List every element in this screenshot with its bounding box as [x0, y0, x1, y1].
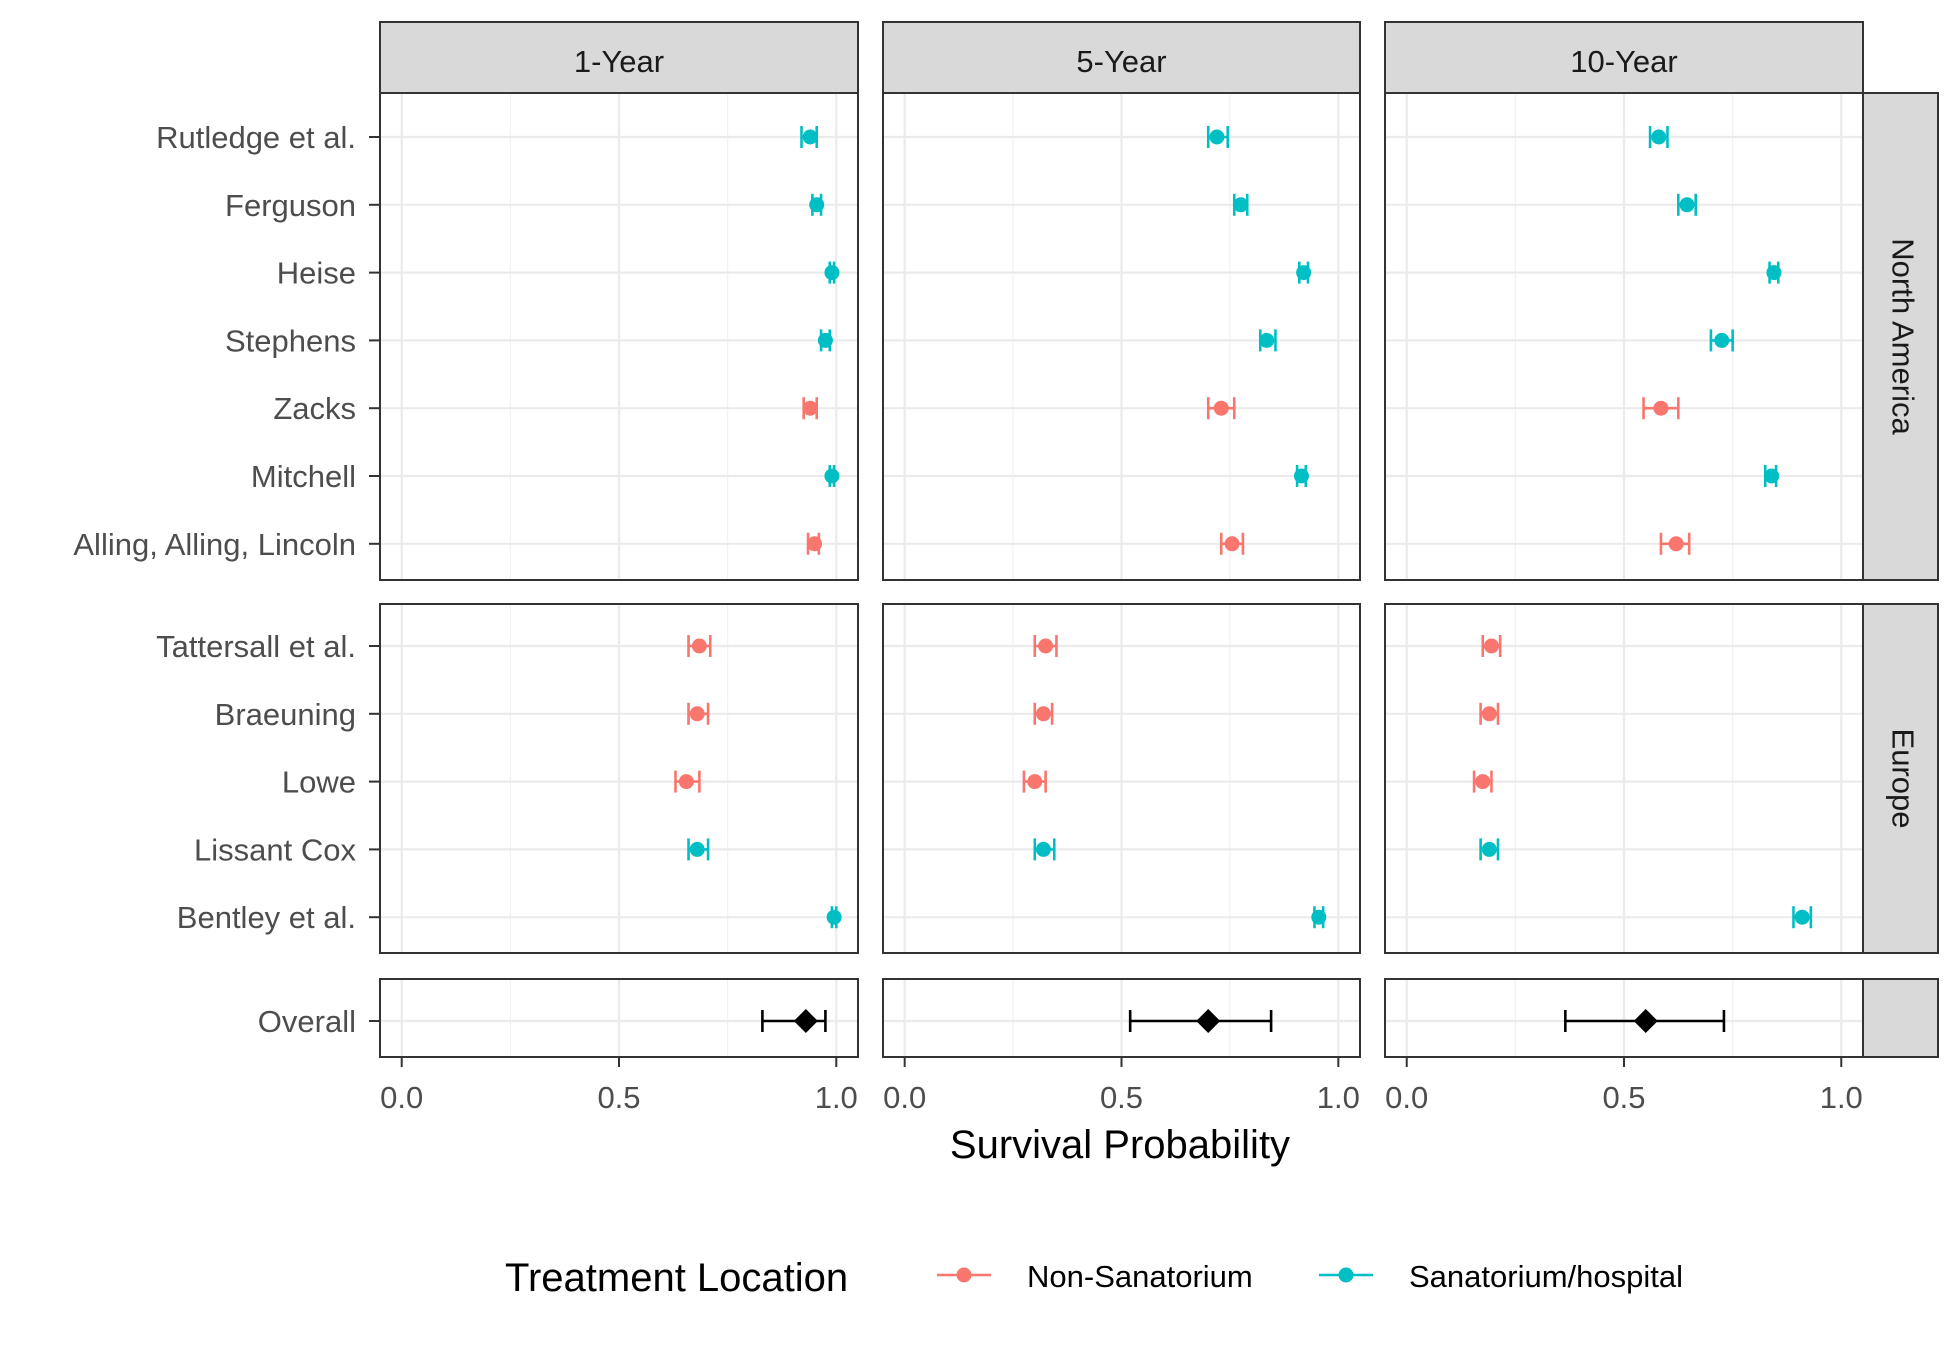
- x-tick-label-10-year: 1.0: [1820, 1080, 1863, 1115]
- panel-border: [1384, 603, 1864, 954]
- overall-diamond-5-year: [1196, 1009, 1221, 1033]
- point-lowe-10-year: [1475, 774, 1491, 790]
- row-strip-label-europe: Europe: [1885, 729, 1920, 829]
- row-strip-label-north-america: North America: [1885, 238, 1920, 435]
- point-braeuning-10-year: [1481, 706, 1497, 722]
- x-tick-label-5-year: 0.5: [1100, 1080, 1143, 1115]
- row-strip-north-america: [1862, 92, 1939, 581]
- panel-north-america-10-year: [1384, 92, 1864, 581]
- panel-north-america-5-year: [882, 92, 1361, 581]
- column-strip-10-year: [1384, 21, 1864, 94]
- point-alling-alling-lincoln-1-year: [807, 536, 823, 552]
- x-tick-label-1-year: 0.0: [380, 1080, 423, 1115]
- point-heise-5-year: [1296, 265, 1312, 281]
- point-braeuning-1-year: [689, 706, 705, 722]
- panel-border: [379, 603, 859, 954]
- point-lissant-cox-5-year: [1035, 841, 1051, 857]
- y-tick-label-braeuning: Braeuning: [215, 697, 356, 732]
- legend: Treatment Location Non-Sanatorium Sanator…: [505, 1256, 1683, 1300]
- point-heise-10-year: [1766, 265, 1782, 281]
- legend-key-point: [1338, 1267, 1354, 1283]
- y-tick-label-alling-alling-lincoln: Alling, Alling, Lincoln: [73, 527, 356, 562]
- point-mitchell-10-year: [1764, 468, 1780, 484]
- point-alling-alling-lincoln-5-year: [1224, 536, 1240, 552]
- column-strip-label-1-year: 1-Year: [574, 44, 664, 79]
- point-bentley-et-al-10-year: [1794, 909, 1810, 925]
- panel-overall-10-year: [1384, 978, 1864, 1058]
- row-strip-blank: [1862, 978, 1939, 1058]
- panel-overall-1-year: [379, 978, 859, 1058]
- point-zacks-1-year: [802, 400, 818, 416]
- y-tick-label-rutledge-et-al: Rutledge et al.: [156, 120, 356, 155]
- point-stephens-10-year: [1714, 332, 1730, 348]
- x-tick-label-5-year: 0.0: [883, 1080, 926, 1115]
- column-strip-label-10-year: 10-Year: [1570, 44, 1677, 79]
- point-mitchell-5-year: [1293, 468, 1309, 484]
- point-lissant-cox-10-year: [1481, 841, 1497, 857]
- x-tick-label-1-year: 0.5: [597, 1080, 640, 1115]
- x-tick-label-10-year: 0.0: [1385, 1080, 1428, 1115]
- point-bentley-et-al-5-year: [1311, 909, 1327, 925]
- panel-border: [379, 92, 859, 581]
- x-tick-label-1-year: 1.0: [815, 1080, 858, 1115]
- y-tick-label-heise: Heise: [277, 256, 356, 291]
- point-lowe-1-year: [678, 774, 694, 790]
- point-rutledge-et-al-5-year: [1209, 129, 1225, 145]
- legend-label-sanatorium-hospital: Sanatorium/hospital: [1409, 1259, 1683, 1294]
- panel-border: [882, 603, 1361, 954]
- x-tick-label-10-year: 0.5: [1602, 1080, 1645, 1115]
- point-tattersall-et-al-1-year: [691, 638, 707, 654]
- y-tick-label-lissant-cox: Lissant Cox: [194, 832, 356, 867]
- point-heise-1-year: [824, 265, 840, 281]
- point-ferguson-1-year: [809, 197, 825, 213]
- panel-europe-1-year: [379, 603, 859, 954]
- y-tick-label-zacks: Zacks: [273, 391, 356, 426]
- point-zacks-10-year: [1653, 400, 1669, 416]
- panels-layer: 1-Year 5-Year 10-Year North America Rutledge…: [73, 21, 1939, 1115]
- column-strip-label-5-year: 5-Year: [1076, 44, 1166, 79]
- point-zacks-5-year: [1213, 400, 1229, 416]
- panel-europe-10-year: [1384, 603, 1864, 954]
- point-lowe-5-year: [1027, 774, 1043, 790]
- point-stephens-5-year: [1259, 332, 1275, 348]
- x-tick-label-5-year: 1.0: [1317, 1080, 1360, 1115]
- y-tick-label-overall: Overall: [258, 1004, 356, 1039]
- row-strip-europe: [1862, 603, 1939, 954]
- point-braeuning-5-year: [1035, 706, 1051, 722]
- point-rutledge-et-al-1-year: [802, 129, 818, 145]
- legend-label-non-sanatorium: Non-Sanatorium: [1027, 1259, 1253, 1294]
- column-strip-5-year: [882, 21, 1361, 94]
- panel-europe-5-year: [882, 603, 1361, 954]
- point-lissant-cox-1-year: [689, 841, 705, 857]
- y-tick-label-ferguson: Ferguson: [225, 188, 356, 223]
- y-tick-label-mitchell: Mitchell: [251, 459, 356, 494]
- column-strip-1-year: [379, 21, 859, 94]
- legend-item-non-sanatorium: Non-Sanatorium: [937, 1259, 1253, 1294]
- point-mitchell-1-year: [824, 468, 840, 484]
- panel-border: [1384, 92, 1864, 581]
- panel-overall-5-year: [882, 978, 1361, 1058]
- legend-items: Non-Sanatorium Sanatorium/hospital: [937, 1259, 1683, 1294]
- y-tick-label-lowe: Lowe: [282, 765, 356, 800]
- y-tick-label-tattersall-et-al: Tattersall et al.: [156, 629, 356, 664]
- y-tick-label-bentley-et-al: Bentley et al.: [177, 900, 356, 935]
- panel-north-america-1-year: [379, 92, 859, 581]
- point-tattersall-et-al-5-year: [1038, 638, 1054, 654]
- point-alling-alling-lincoln-10-year: [1668, 536, 1684, 552]
- legend-item-sanatorium-hospital: Sanatorium/hospital: [1319, 1259, 1683, 1294]
- point-bentley-et-al-1-year: [826, 909, 842, 925]
- point-ferguson-10-year: [1679, 197, 1695, 213]
- panel-border: [882, 92, 1361, 581]
- point-tattersall-et-al-10-year: [1483, 638, 1499, 654]
- y-tick-label-stephens: Stephens: [225, 323, 356, 358]
- legend-title: Treatment Location: [505, 1256, 848, 1300]
- overall-diamond-10-year: [1633, 1009, 1658, 1033]
- point-rutledge-et-al-10-year: [1651, 129, 1667, 145]
- point-ferguson-5-year: [1233, 197, 1249, 213]
- point-stephens-1-year: [817, 332, 833, 348]
- legend-key-point: [956, 1267, 972, 1283]
- overall-diamond-1-year: [793, 1009, 818, 1033]
- x-axis-title: Survival Probability: [950, 1123, 1290, 1167]
